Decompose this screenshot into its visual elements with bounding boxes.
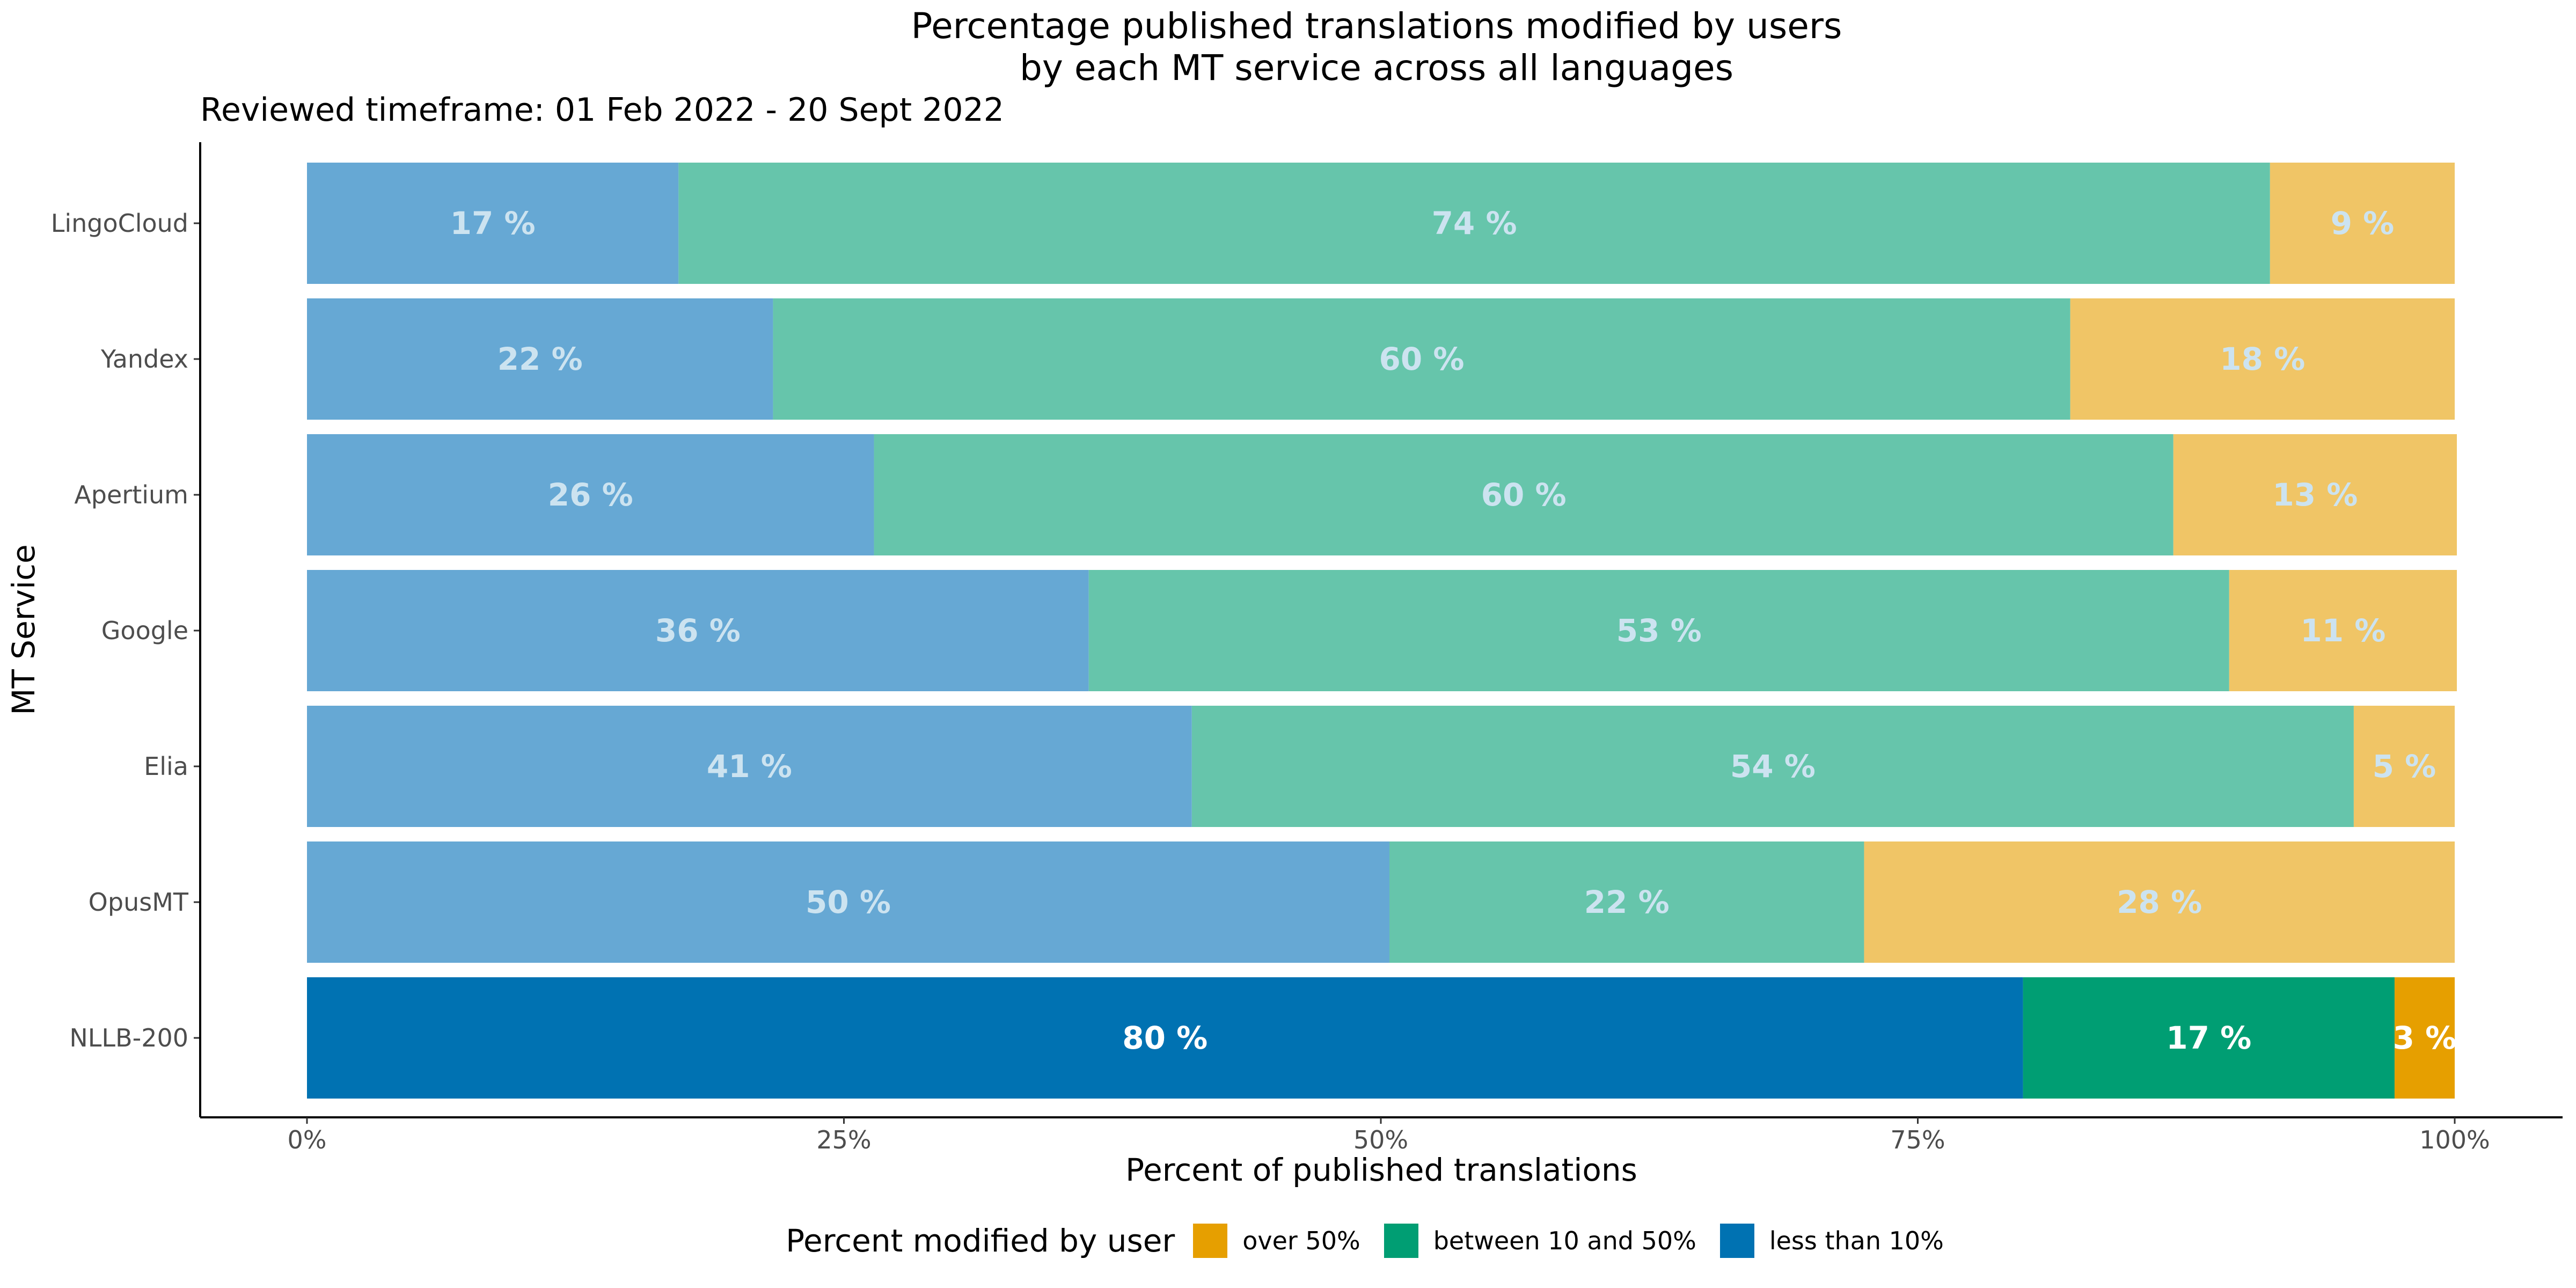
bar-label-lingocloud-over-50: 9 % bbox=[2331, 205, 2395, 241]
bar-label-apertium-over-50: 13 % bbox=[2272, 477, 2358, 513]
y-tick-label-elia: Elia bbox=[144, 752, 188, 781]
legend-items: over 50% between 10 and 50% less than 10% bbox=[1193, 1224, 1967, 1258]
legend-label-between-10-and-50: between 10 and 50% bbox=[1433, 1226, 1696, 1255]
legend-key-less-than-10 bbox=[1719, 1224, 1754, 1258]
bar-lingocloud-between-10-and-50 bbox=[678, 163, 2270, 284]
bar-label-apertium-less-than-10: 26 % bbox=[548, 477, 633, 513]
x-tick-label: 0% bbox=[288, 1125, 327, 1154]
bar-google-less-than-10 bbox=[307, 570, 1089, 691]
bar-lingocloud-less-than-10 bbox=[307, 163, 679, 284]
bar-yandex-less-than-10 bbox=[307, 298, 773, 420]
bar-label-yandex-between-10-and-50: 60 % bbox=[1379, 341, 1465, 377]
legend-title: Percent modified by user bbox=[786, 1223, 1175, 1259]
y-tick-label-opusmt: OpusMT bbox=[89, 888, 189, 917]
y-tick-label-yandex: Yandex bbox=[100, 345, 188, 374]
x-tick-label: 50% bbox=[1353, 1125, 1408, 1154]
legend: Percent modified by user over 50% between… bbox=[0, 1223, 2576, 1259]
bar-google-over-50 bbox=[2229, 570, 2457, 691]
bar-opusmt-less-than-10 bbox=[307, 841, 1390, 963]
bar-label-nllb-200-between-10-and-50: 17 % bbox=[2166, 1020, 2251, 1056]
bar-elia-less-than-10 bbox=[307, 706, 1192, 827]
bar-opusmt-over-50 bbox=[1864, 841, 2455, 963]
bar-apertium-over-50 bbox=[2173, 434, 2457, 555]
legend-key-between-10-and-50 bbox=[1384, 1224, 1418, 1258]
bar-label-lingocloud-between-10-and-50: 74 % bbox=[1432, 205, 1517, 241]
bar-nllb-200-between-10-and-50 bbox=[2023, 977, 2395, 1099]
bar-label-apertium-between-10-and-50: 60 % bbox=[1481, 477, 1567, 513]
bar-opusmt-between-10-and-50 bbox=[1389, 841, 1864, 963]
chart-title: Percentage published translations modifi… bbox=[911, 5, 1842, 47]
bar-label-opusmt-over-50: 28 % bbox=[2117, 884, 2202, 920]
bar-label-elia-over-50: 5 % bbox=[2373, 748, 2436, 785]
bar-lingocloud-over-50 bbox=[2270, 163, 2455, 284]
bar-label-lingocloud-less-than-10: 17 % bbox=[450, 205, 536, 241]
y-tick-label-google: Google bbox=[101, 616, 188, 645]
bar-nllb-200-over-50 bbox=[2394, 977, 2455, 1099]
x-tick-label: 25% bbox=[816, 1125, 871, 1154]
bar-label-elia-less-than-10: 41 % bbox=[707, 748, 792, 785]
legend-item-over-50: over 50% bbox=[1193, 1224, 1360, 1258]
bar-label-google-less-than-10: 36 % bbox=[655, 612, 741, 649]
bar-label-google-between-10-and-50: 53 % bbox=[1616, 612, 1702, 649]
bar-yandex-over-50 bbox=[2070, 298, 2455, 420]
x-axis-title: Percent of published translations bbox=[1125, 1152, 1637, 1188]
legend-item-less-than-10: less than 10% bbox=[1719, 1224, 1944, 1258]
y-tick-label-lingocloud: LingoCloud bbox=[51, 209, 188, 238]
y-axis-title: MT Service bbox=[5, 544, 42, 715]
bar-elia-between-10-and-50 bbox=[1191, 706, 2354, 827]
legend-key-over-50 bbox=[1193, 1224, 1228, 1258]
bar-label-nllb-200-over-50: 3 % bbox=[2393, 1020, 2457, 1056]
bar-label-yandex-less-than-10: 22 % bbox=[497, 341, 583, 377]
bar-elia-over-50 bbox=[2353, 706, 2455, 827]
bar-apertium-less-than-10 bbox=[307, 434, 874, 555]
bar-label-yandex-over-50: 18 % bbox=[2220, 341, 2305, 377]
legend-item-between-10-and-50: between 10 and 50% bbox=[1384, 1224, 1696, 1258]
bars-layer: 17 % 74 % 9 % 22 % 60 % 18 % 26 % 60 % 13 % 36 % 5… bbox=[307, 163, 2457, 1099]
bar-label-elia-between-10-and-50: 54 % bbox=[1730, 748, 1816, 785]
bar-nllb-200-less-than-10 bbox=[307, 977, 2023, 1099]
legend-label-less-than-10: less than 10% bbox=[1769, 1226, 1944, 1255]
axes-layer: LingoCloud Yandex Apertium Google Elia OpusMT… bbox=[5, 142, 2563, 1188]
chart-subtitle: Reviewed timeframe: 01 Feb 2022 - 20 Sep… bbox=[200, 91, 1004, 129]
legend-label-over-50: over 50% bbox=[1242, 1226, 1360, 1255]
chart-title-block: Percentage published translations modifi… bbox=[0, 5, 2576, 89]
bar-label-opusmt-between-10-and-50: 22 % bbox=[1584, 884, 1670, 920]
bar-label-opusmt-less-than-10: 50 % bbox=[806, 884, 891, 920]
bar-label-nllb-200-less-than-10: 80 % bbox=[1122, 1020, 1208, 1056]
x-tick-label: 75% bbox=[1890, 1125, 1945, 1154]
x-tick-label: 100% bbox=[2419, 1125, 2490, 1154]
bar-apertium-between-10-and-50 bbox=[874, 434, 2174, 555]
chart-title-line-2: by each MT service across all languages bbox=[1019, 47, 1734, 89]
y-tick-label-apertium: Apertium bbox=[74, 480, 188, 509]
y-tick-label-nllb-200: NLLB-200 bbox=[69, 1023, 188, 1052]
bar-google-between-10-and-50 bbox=[1088, 570, 2229, 691]
bar-label-google-over-50: 11 % bbox=[2300, 612, 2385, 649]
bar-yandex-between-10-and-50 bbox=[773, 298, 2070, 420]
